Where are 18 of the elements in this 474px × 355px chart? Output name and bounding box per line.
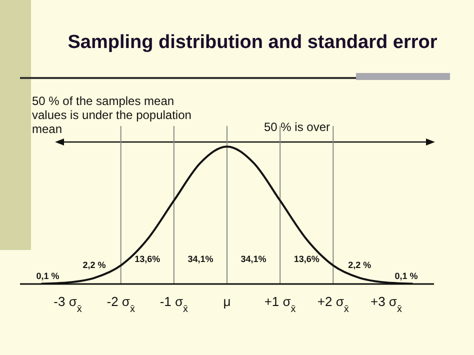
x-tick-label: +1 σ$_{x̄}$ xyxy=(264,294,296,314)
annotation: 0,1 % xyxy=(394,271,418,281)
annotation: 0,1 % xyxy=(36,271,60,281)
x-tick-label: +2 σ$_{x̄}$ xyxy=(317,294,349,314)
annotation: 2,2 % xyxy=(348,260,372,270)
annotation: 13,6% xyxy=(294,254,320,264)
text: 50 % is over xyxy=(264,120,330,134)
annotation: 34,1% xyxy=(240,254,266,264)
x-tick-label: -3 σ$_{x̄}$ xyxy=(54,294,82,314)
annotation: 34,1% xyxy=(188,254,214,264)
x-tick-label: -1 σ$_{x̄}$ xyxy=(160,294,188,314)
annotation: 2,2 % xyxy=(82,260,106,270)
text: 50 % of the samples mean values is under the population mean xyxy=(32,94,192,136)
x-tick-label: μ xyxy=(223,294,231,309)
x-tick-label: -2 σ$_{x̄}$ xyxy=(106,294,135,314)
annotation: 13,6% xyxy=(134,254,160,264)
x-tick-label: +3 σ$_{x̄}$ xyxy=(370,294,402,314)
chart-title: Sampling distribution and standard error xyxy=(66,32,438,54)
